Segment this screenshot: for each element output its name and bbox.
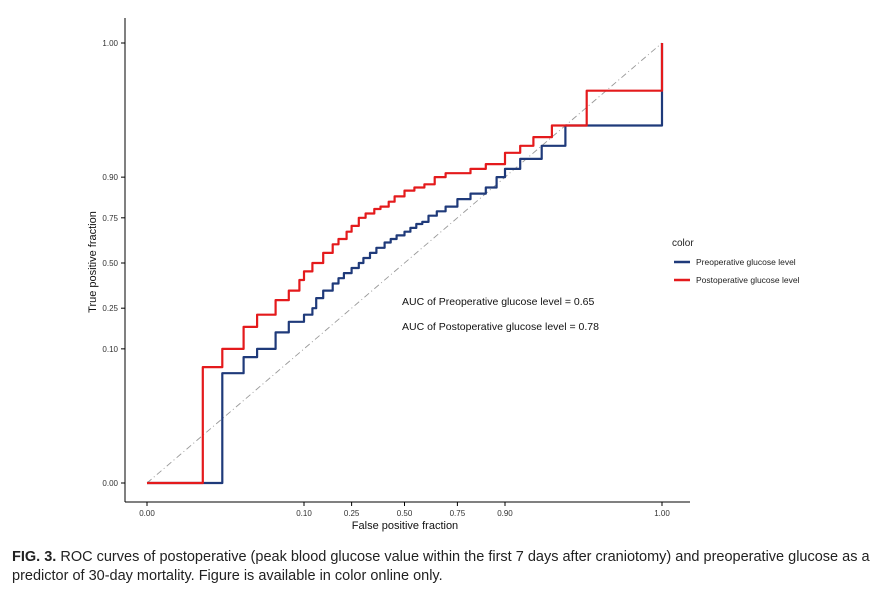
y-tick-label: 0.25 bbox=[102, 304, 118, 313]
y-axis-title: True positive fraction bbox=[87, 211, 99, 313]
axes bbox=[124, 18, 690, 503]
annotation-auc-postoperative: AUC of Postoperative glucose level = 0.7… bbox=[402, 321, 599, 333]
roc-curves bbox=[147, 43, 664, 485]
legend-label-postoperative: Postoperative glucose level bbox=[696, 275, 800, 285]
x-tick-label: 0.25 bbox=[344, 509, 360, 518]
x-tick-label: 0.00 bbox=[139, 509, 155, 518]
roc-chart: 0.00 0.10 0.25 0.50 0.75 0.90 1.00 0.00 0.10 0.2… bbox=[87, 18, 800, 532]
y-tick-label: 0.50 bbox=[102, 259, 118, 268]
y-tick-label: 1.00 bbox=[102, 39, 118, 48]
legend: color Preoperative glucose level Postope… bbox=[672, 238, 800, 285]
legend-title: color bbox=[672, 238, 694, 249]
x-tick-label: 1.00 bbox=[654, 509, 670, 518]
figure-caption-text: ROC curves of postoperative (peak blood … bbox=[12, 549, 870, 584]
y-ticks: 0.00 0.10 0.25 0.50 0.75 0.90 1.00 bbox=[102, 39, 125, 488]
x-tick-label: 0.50 bbox=[397, 509, 413, 518]
reference-diagonal-line bbox=[146, 42, 663, 484]
y-tick-label: 0.10 bbox=[102, 345, 118, 354]
x-ticks: 0.00 0.10 0.25 0.50 0.75 0.90 1.00 bbox=[139, 502, 670, 518]
y-tick-label: 0.00 bbox=[102, 479, 118, 488]
legend-label-preoperative: Preoperative glucose level bbox=[696, 257, 796, 267]
x-tick-label: 0.90 bbox=[497, 509, 513, 518]
roc-line-postoperative bbox=[147, 43, 664, 485]
x-tick-label: 0.75 bbox=[450, 509, 466, 518]
x-tick-label: 0.10 bbox=[296, 509, 312, 518]
y-tick-label: 0.75 bbox=[102, 214, 118, 223]
roc-line-preoperative bbox=[147, 43, 664, 485]
x-axis-title: False positive fraction bbox=[352, 520, 458, 532]
figure-caption: FIG. 3. ROC curves of postoperative (pea… bbox=[12, 548, 882, 586]
figure-caption-label: FIG. 3. bbox=[12, 549, 57, 565]
y-tick-label: 0.90 bbox=[102, 173, 118, 182]
annotation-auc-preoperative: AUC of Preoperative glucose level = 0.65 bbox=[402, 296, 594, 308]
